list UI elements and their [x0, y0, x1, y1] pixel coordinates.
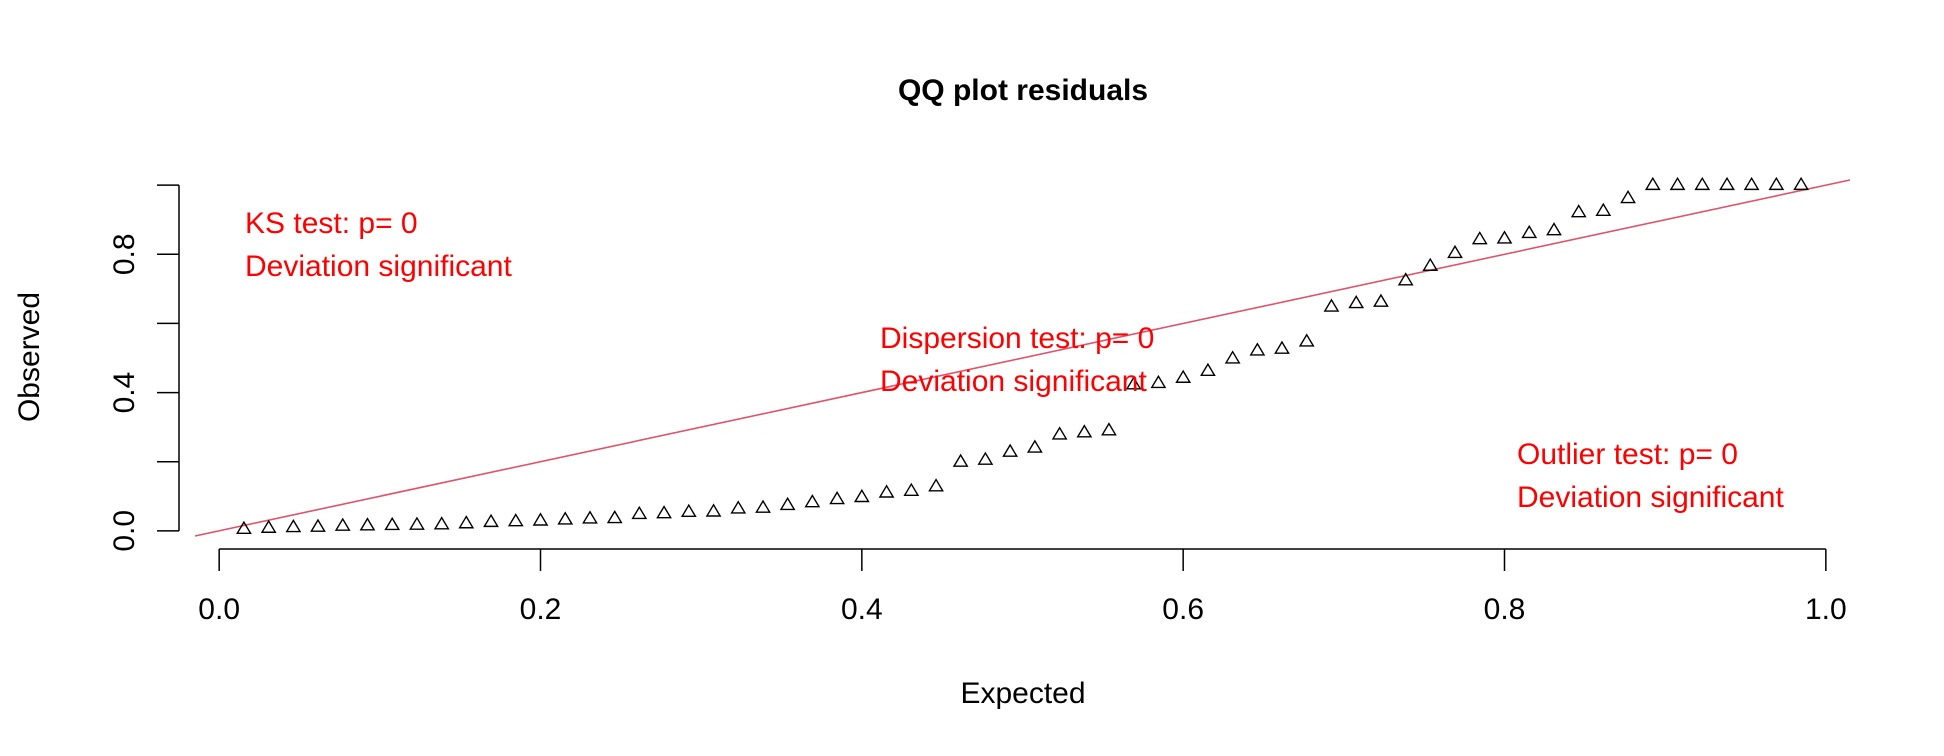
data-point — [1768, 176, 1785, 191]
data-point — [730, 500, 747, 514]
x-axis: 0.0 0.2 0.4 0.6 0.8 1.0 — [198, 548, 1847, 626]
data-point — [1150, 374, 1167, 389]
data-point — [1595, 202, 1612, 217]
annotation-dispersion: Dispersion test: p= 0 Deviation signific… — [880, 322, 1154, 398]
data-point — [1546, 222, 1562, 236]
y-tick-label: 0.0 — [108, 510, 141, 552]
data-point — [1719, 176, 1735, 191]
data-point — [1200, 362, 1216, 377]
x-tick-label: 0.0 — [198, 593, 240, 626]
data-point — [779, 496, 796, 511]
data-point — [582, 510, 598, 524]
data-point — [606, 510, 623, 524]
data-point — [903, 482, 920, 496]
data-point — [507, 513, 524, 527]
data-point — [804, 494, 821, 508]
data-points — [236, 176, 1809, 534]
data-point — [310, 518, 326, 532]
data-point — [285, 518, 302, 533]
data-point — [1175, 369, 1192, 383]
data-point — [1644, 176, 1661, 191]
y-axis-title: Observed — [13, 292, 46, 422]
data-point — [409, 516, 425, 530]
annotation-ks: KS test: p= 0 Deviation significant — [245, 207, 512, 283]
data-point — [1570, 204, 1587, 218]
y-tick-label: 0.4 — [108, 372, 141, 414]
data-point — [532, 512, 549, 526]
annotation-dispersion-line-1: Dispersion test: p= 0 — [880, 322, 1154, 355]
data-point — [1496, 230, 1513, 244]
x-tick-label: 0.8 — [1484, 593, 1526, 626]
data-point — [557, 511, 574, 525]
reference-line — [194, 179, 1851, 537]
data-point — [1224, 350, 1241, 364]
data-point — [1521, 224, 1538, 239]
reference-line-layer — [194, 179, 1851, 537]
data-point — [483, 513, 499, 528]
x-tick-label: 1.0 — [1805, 593, 1847, 626]
x-axis-title: Expected — [960, 677, 1085, 710]
data-point — [755, 499, 771, 513]
annotation-dispersion-line-2: Deviation significant — [880, 365, 1147, 398]
data-point — [1743, 176, 1760, 191]
data-point — [631, 505, 648, 520]
data-point — [1026, 439, 1043, 453]
annotation-ks-line-2: Deviation significant — [245, 250, 512, 283]
data-point — [433, 516, 450, 530]
data-point — [1125, 376, 1142, 390]
data-point — [1447, 244, 1463, 259]
annotation-outlier-line-2: Deviation significant — [1517, 481, 1784, 514]
y-axis: 0.0 0.4 0.8 — [108, 184, 180, 552]
x-tick-label: 0.6 — [1162, 593, 1204, 626]
data-point — [1694, 176, 1711, 191]
y-tick-label: 0.8 — [108, 233, 141, 275]
annotation-outlier-line-1: Outlier test: p= 0 — [1517, 438, 1738, 471]
data-point — [384, 516, 401, 531]
x-tick-label: 0.2 — [520, 593, 562, 626]
data-point — [1002, 443, 1019, 457]
data-point — [878, 484, 895, 498]
data-point — [1397, 272, 1414, 286]
data-point — [1051, 426, 1068, 440]
annotation-ks-line-1: KS test: p= 0 — [245, 207, 418, 240]
data-point — [260, 519, 277, 533]
data-point — [1471, 231, 1488, 245]
chart-title: QQ plot residuals — [898, 74, 1148, 107]
data-point — [236, 520, 252, 534]
data-point — [1101, 422, 1117, 436]
data-point — [1323, 298, 1340, 312]
annotation-outlier: Outlier test: p= 0 Deviation significant — [1517, 438, 1784, 514]
data-point — [952, 453, 969, 467]
data-point — [1348, 295, 1365, 309]
data-point — [1249, 342, 1266, 356]
data-point — [928, 478, 944, 492]
data-point — [705, 503, 722, 517]
data-point — [853, 488, 870, 503]
data-point — [1298, 333, 1315, 347]
data-point — [458, 515, 475, 529]
data-point — [656, 505, 672, 519]
data-point — [1669, 176, 1686, 191]
data-point — [1793, 176, 1809, 191]
data-point — [977, 451, 994, 465]
data-point — [1422, 257, 1439, 271]
data-point — [359, 517, 376, 531]
data-point — [1076, 424, 1093, 438]
data-point — [1373, 293, 1389, 307]
data-point — [829, 490, 845, 505]
data-point — [334, 517, 351, 531]
data-point — [1620, 189, 1636, 204]
x-tick-label: 0.4 — [841, 593, 883, 626]
data-point — [1274, 340, 1290, 354]
data-point — [680, 503, 697, 518]
